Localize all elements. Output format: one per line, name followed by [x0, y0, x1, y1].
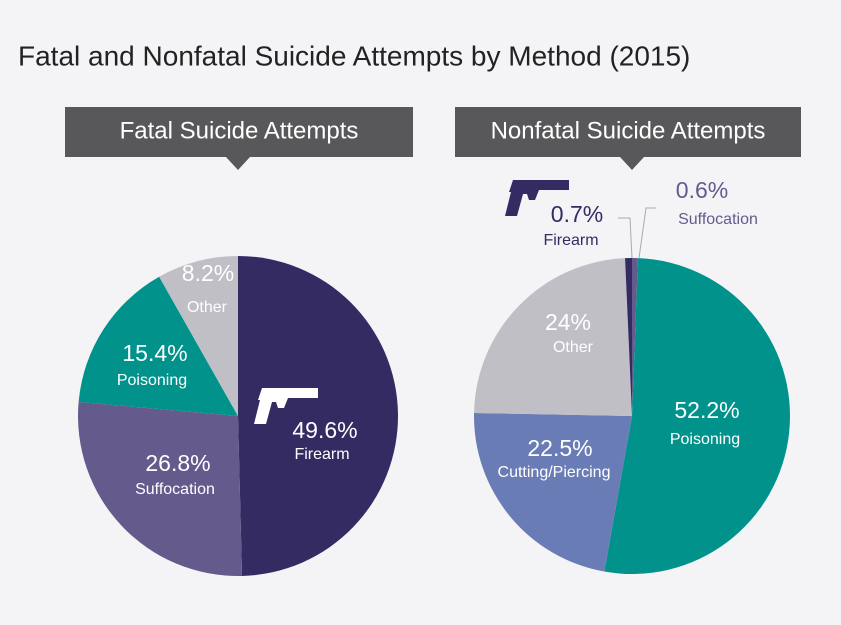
pie-slice — [474, 413, 632, 572]
slice-value-label: 15.4% — [122, 340, 187, 366]
header-box — [455, 107, 801, 170]
slice-value-label: 0.7% — [551, 201, 603, 227]
slice-value-label: 24% — [545, 309, 591, 335]
slice-value-label: 22.5% — [527, 435, 592, 461]
slices — [77, 256, 791, 576]
slice-category-label: Cutting/Piercing — [498, 464, 611, 481]
slice-category-label: Suffocation — [135, 481, 215, 498]
slice-category-label: Poisoning — [117, 372, 187, 389]
pie-slice — [632, 258, 638, 416]
pie-slice — [238, 256, 398, 576]
slice-category-label: Suffocation — [678, 211, 758, 228]
pie-slice — [474, 258, 632, 416]
slice-category-label: Firearm — [543, 232, 598, 249]
header-box — [65, 107, 413, 170]
slice-value-label: 52.2% — [674, 397, 739, 423]
slice-value-label: 8.2% — [182, 260, 234, 286]
pie-slice — [77, 401, 243, 576]
leader-line — [618, 217, 633, 259]
leader-line — [638, 207, 656, 259]
pie-slice — [625, 258, 632, 416]
gun-icon — [254, 388, 318, 424]
slice-category-label: Firearm — [294, 446, 349, 463]
slice-value-label: 0.6% — [676, 177, 728, 203]
slice-category-label: Other — [187, 299, 228, 316]
pie-title: Nonfatal Suicide Attempts — [491, 117, 766, 144]
pie-slice — [604, 258, 791, 575]
page-title: Fatal and Nonfatal Suicide Attempts by M… — [18, 40, 690, 71]
slice-category-label: Poisoning — [670, 431, 740, 448]
pie-slice — [78, 276, 238, 416]
slice-category-label: Other — [553, 339, 594, 356]
gun-icon — [505, 180, 569, 216]
pie-slice — [159, 256, 238, 416]
slice-value-label: 49.6% — [292, 417, 357, 443]
pie-title: Fatal Suicide Attempts — [120, 117, 359, 144]
slice-value-label: 26.8% — [145, 450, 210, 476]
